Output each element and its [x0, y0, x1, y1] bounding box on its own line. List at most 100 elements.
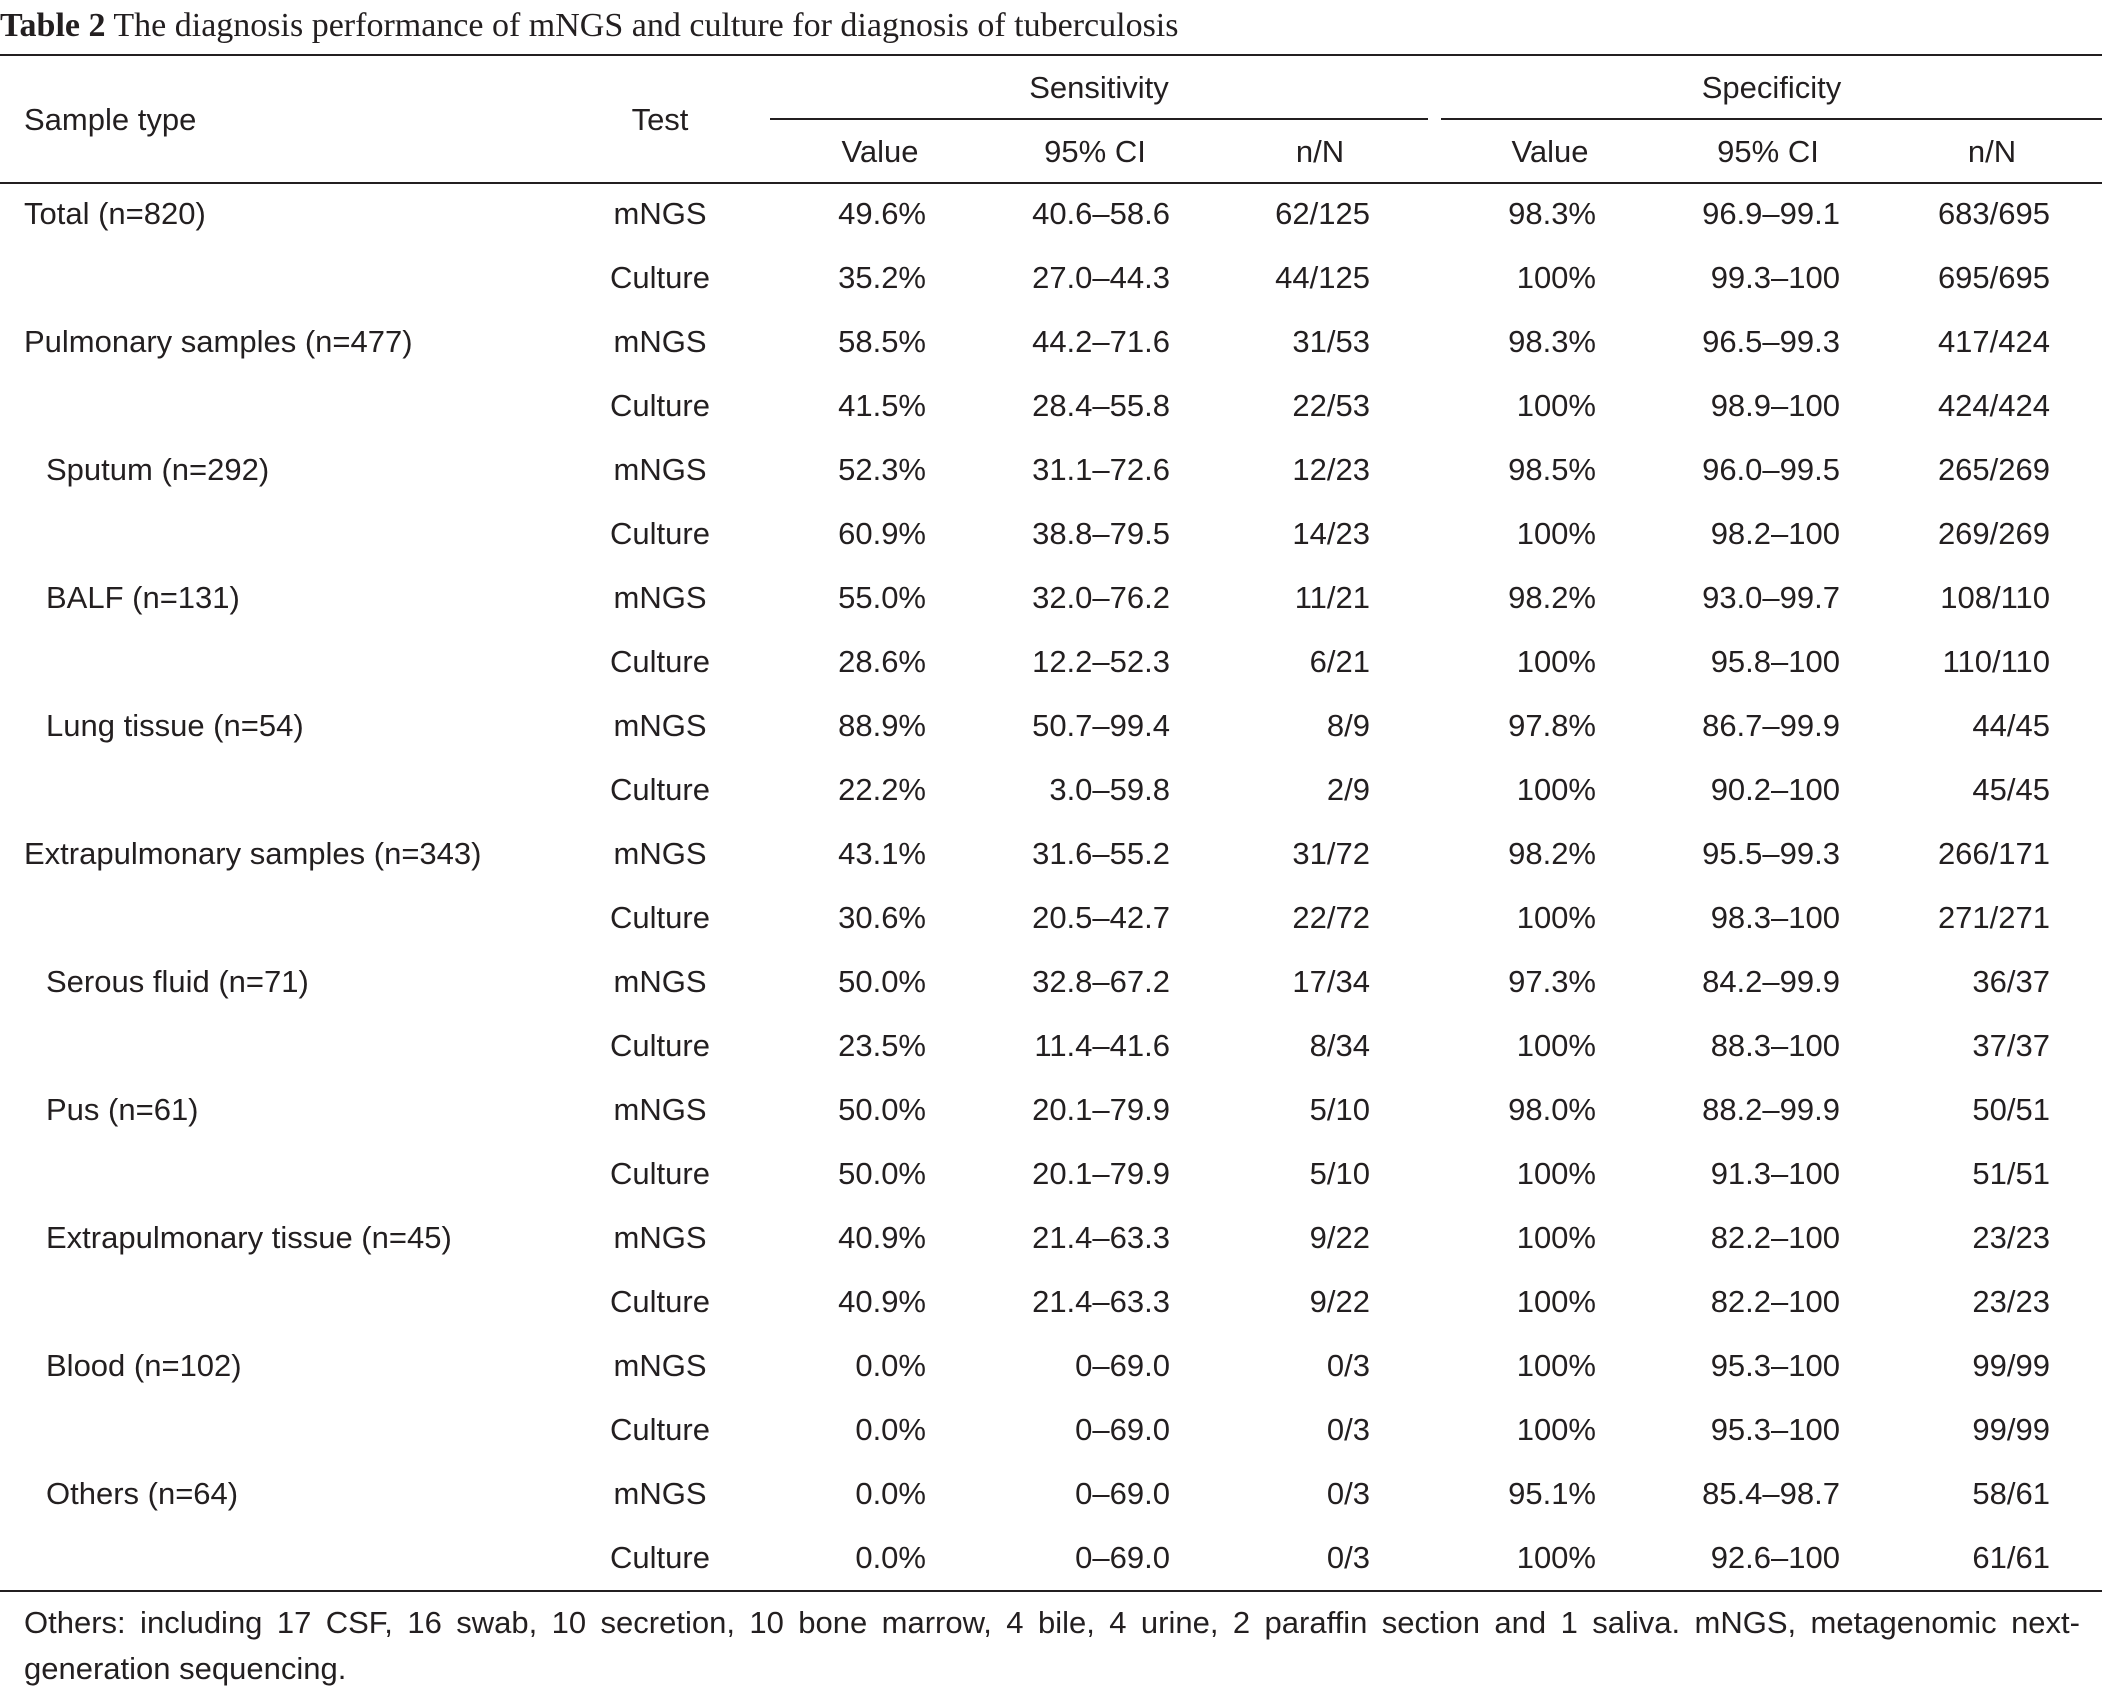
- row-specificity-ci: 95.3–100: [1710, 1412, 1840, 1447]
- row-sensitivity-value: 0.0%: [855, 1348, 926, 1383]
- row-specificity-nn: 36/37: [1972, 964, 2050, 999]
- row-specificity-ci: 99.3–100: [1710, 260, 1840, 295]
- row-specificity-ci: 93.0–99.7: [1702, 580, 1840, 615]
- row-specificity-value: 97.3%: [1508, 964, 1596, 999]
- row-specificity-value: 100%: [1516, 1540, 1596, 1575]
- row-sensitivity-nn: 6/21: [1309, 644, 1370, 679]
- row-sensitivity-ci: 44.2–71.6: [1032, 324, 1170, 359]
- row-test: Culture: [610, 388, 710, 423]
- table-row: Extrapulmonary tissue (n=45) mNGS 40.9% 21.…: [0, 1208, 2102, 1272]
- row-sensitivity-ci: 38.8–79.5: [1032, 516, 1170, 551]
- row-specificity-ci: 90.2–100: [1710, 772, 1840, 807]
- row-sensitivity-nn: 62/125: [1275, 196, 1370, 231]
- row-specificity-value: 100%: [1516, 1284, 1596, 1319]
- row-sensitivity-ci: 20.1–79.9: [1032, 1156, 1170, 1191]
- row-sensitivity-value: 60.9%: [838, 516, 926, 551]
- row-sensitivity-ci: 31.1–72.6: [1032, 452, 1170, 487]
- row-sensitivity-nn: 31/53: [1292, 324, 1370, 359]
- row-sample-type: Total (n=820): [24, 196, 206, 231]
- row-test: mNGS: [613, 1476, 707, 1511]
- row-sample-type: Extrapulmonary samples (n=343): [24, 836, 482, 871]
- table-footnote: Others: including 17 CSF, 16 swab, 10 se…: [24, 1605, 2080, 1686]
- row-sensitivity-nn: 12/23: [1292, 452, 1370, 487]
- header-specificity-ci: 95% CI: [1717, 134, 1819, 169]
- row-sensitivity-ci: 20.5–42.7: [1032, 900, 1170, 935]
- table-row: Extrapulmonary samples (n=343) mNGS 43.1% 3…: [0, 824, 2102, 888]
- row-sensitivity-ci: 32.0–76.2: [1032, 580, 1170, 615]
- row-test: Culture: [610, 1540, 710, 1575]
- row-sensitivity-ci: 31.6–55.2: [1032, 836, 1170, 871]
- row-sensitivity-nn: 22/53: [1292, 388, 1370, 423]
- row-test: Culture: [610, 772, 710, 807]
- row-sensitivity-value: 23.5%: [838, 1028, 926, 1063]
- row-sensitivity-value: 41.5%: [838, 388, 926, 423]
- row-specificity-value: 98.0%: [1508, 1092, 1596, 1127]
- row-specificity-value: 98.2%: [1508, 836, 1596, 871]
- table-row: Others (n=64) mNGS 0.0% 0–69.0 0/3 95.1% 85.4–…: [0, 1464, 2102, 1528]
- row-sensitivity-nn: 44/125: [1275, 260, 1370, 295]
- row-sensitivity-nn: 0/3: [1326, 1412, 1370, 1447]
- table-row: Culture 0.0% 0–69.0 0/3 100% 95.3–100 99/99: [0, 1400, 2102, 1464]
- row-test: mNGS: [613, 964, 707, 999]
- row-test: Culture: [610, 1412, 710, 1447]
- table-row: Culture 60.9% 38.8–79.5 14/23 100% 98.2–100 26…: [0, 504, 2102, 568]
- row-sensitivity-value: 49.6%: [838, 196, 926, 231]
- row-specificity-nn: 108/110: [1940, 580, 2050, 615]
- row-specificity-nn: 266/171: [1937, 836, 2050, 871]
- table-row: Culture 23.5% 11.4–41.6 8/34 100% 88.3–100 37/…: [0, 1016, 2102, 1080]
- header-sample-type: Sample type: [24, 102, 197, 137]
- row-specificity-nn: 99/99: [1972, 1348, 2050, 1383]
- row-specificity-ci: 85.4–98.7: [1702, 1476, 1840, 1511]
- row-specificity-nn: 695/695: [1937, 260, 2050, 295]
- row-test: mNGS: [613, 708, 707, 743]
- row-specificity-nn: 110/110: [1942, 644, 2050, 679]
- row-specificity-ci: 96.5–99.3: [1702, 324, 1840, 359]
- row-sensitivity-ci: 40.6–58.6: [1032, 196, 1170, 231]
- row-sensitivity-ci: 12.2–52.3: [1032, 644, 1170, 679]
- header-sensitivity-value: Value: [841, 134, 919, 169]
- row-specificity-value: 100%: [1516, 1028, 1596, 1063]
- row-sample-type: Pus (n=61): [46, 1092, 199, 1127]
- row-test: Culture: [610, 1284, 710, 1319]
- row-test: mNGS: [613, 196, 707, 231]
- row-sensitivity-ci: 20.1–79.9: [1032, 1092, 1170, 1127]
- row-specificity-ci: 82.2–100: [1710, 1284, 1840, 1319]
- row-test: mNGS: [613, 324, 707, 359]
- row-test: mNGS: [613, 580, 707, 615]
- row-sensitivity-ci: 27.0–44.3: [1032, 260, 1170, 295]
- row-sensitivity-nn: 9/22: [1309, 1284, 1370, 1319]
- row-sensitivity-value: 88.9%: [838, 708, 926, 743]
- row-specificity-nn: 271/271: [1937, 900, 2050, 935]
- row-specificity-value: 100%: [1516, 388, 1596, 423]
- row-sensitivity-nn: 11/21: [1294, 580, 1370, 615]
- row-sensitivity-value: 0.0%: [855, 1412, 926, 1447]
- row-test: Culture: [610, 644, 710, 679]
- table-bottom-rule: [0, 1590, 2102, 1592]
- row-sensitivity-ci: 0–69.0: [1075, 1348, 1170, 1383]
- row-sensitivity-nn: 8/34: [1309, 1028, 1370, 1063]
- row-specificity-nn: 37/37: [1972, 1028, 2050, 1063]
- row-specificity-value: 98.3%: [1508, 324, 1596, 359]
- row-sensitivity-value: 58.5%: [838, 324, 926, 359]
- row-sensitivity-nn: 2/9: [1326, 772, 1370, 807]
- row-sensitivity-nn: 5/10: [1309, 1092, 1370, 1127]
- row-specificity-value: 97.8%: [1508, 708, 1596, 743]
- row-sensitivity-nn: 0/3: [1326, 1540, 1370, 1575]
- row-sensitivity-nn: 0/3: [1326, 1476, 1370, 1511]
- row-specificity-ci: 86.7–99.9: [1702, 708, 1840, 743]
- row-sensitivity-value: 52.3%: [838, 452, 926, 487]
- row-sample-type: Extrapulmonary tissue (n=45): [46, 1220, 452, 1255]
- table-row: Culture 50.0% 20.1–79.9 5/10 100% 91.3–100 51/…: [0, 1144, 2102, 1208]
- row-specificity-value: 100%: [1516, 900, 1596, 935]
- row-sensitivity-nn: 5/10: [1309, 1156, 1370, 1191]
- row-specificity-nn: 269/269: [1937, 516, 2050, 551]
- row-test: Culture: [610, 260, 710, 295]
- row-sensitivity-ci: 28.4–55.8: [1032, 388, 1170, 423]
- header-specificity-nn: n/N: [1967, 134, 2017, 169]
- table-row: Culture 28.6% 12.2–52.3 6/21 100% 95.8–100 110…: [0, 632, 2102, 696]
- table-header-rule: [0, 182, 2102, 184]
- row-specificity-nn: 44/45: [1972, 708, 2050, 743]
- row-test: mNGS: [613, 836, 707, 871]
- row-specificity-value: 98.5%: [1508, 452, 1596, 487]
- row-specificity-value: 100%: [1516, 772, 1596, 807]
